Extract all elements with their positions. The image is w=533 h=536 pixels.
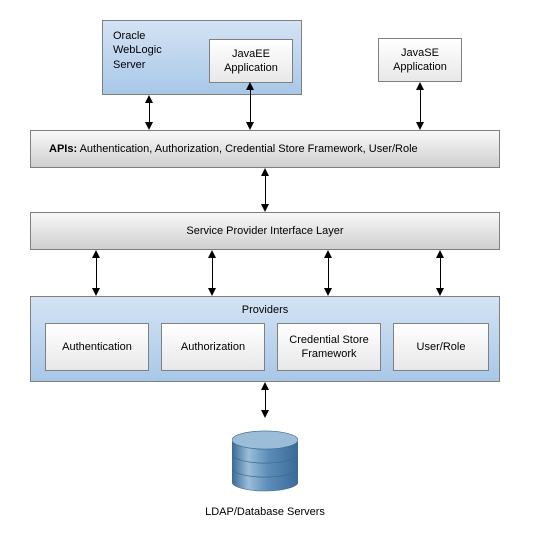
edge-6-head-up	[324, 250, 332, 258]
edge-6	[328, 256, 329, 290]
spi-bar: Service Provider Interface Layer	[30, 212, 500, 250]
edge-5	[212, 256, 213, 290]
apis-label: APIs: Authentication, Authorization, Cre…	[49, 143, 418, 155]
edge-8-head-up	[261, 382, 269, 390]
apis-prefix: APIs:	[49, 143, 77, 155]
edge-4	[96, 256, 97, 290]
edge-8	[265, 388, 266, 412]
edge-2-head-up	[416, 82, 424, 90]
edge-1-head-up	[246, 82, 254, 90]
edge-2-head-down	[416, 122, 424, 130]
providers-label: Providers	[31, 303, 499, 317]
javase-application-box: JavaSE Application	[378, 38, 462, 82]
provider-cred-box: Credential Store Framework	[277, 323, 381, 371]
weblogic-server-box: Oracle WebLogic Server JavaEE Application	[102, 20, 302, 95]
edge-5-head-up	[208, 250, 216, 258]
edge-3-head-up	[261, 168, 269, 176]
providers-box: Providers AuthenticationAuthorizationCred…	[30, 296, 500, 382]
edge-1-head-down	[246, 122, 254, 130]
edge-3-head-down	[261, 204, 269, 212]
spi-label: Service Provider Interface Layer	[186, 224, 343, 238]
edge-0-head-down	[145, 122, 153, 130]
edge-0-head-up	[145, 95, 153, 103]
edge-4-head-down	[92, 288, 100, 296]
edge-7	[440, 256, 441, 290]
provider-authz-box: Authorization	[161, 323, 265, 371]
edge-0	[149, 101, 150, 124]
edge-5-head-down	[208, 288, 216, 296]
provider-auth-box: Authentication	[45, 323, 149, 371]
apis-text-rest: Authentication, Authorization, Credentia…	[77, 143, 418, 155]
edge-7-head-down	[436, 288, 444, 296]
edge-1	[250, 88, 251, 124]
apis-bar: APIs: Authentication, Authorization, Cre…	[30, 130, 500, 168]
database-icon	[232, 420, 298, 500]
database-label: LDAP/Database Servers	[182, 506, 348, 518]
javaee-application-box: JavaEE Application	[209, 39, 293, 83]
provider-user-box: User/Role	[393, 323, 489, 371]
edge-7-head-up	[436, 250, 444, 258]
edge-6-head-down	[324, 288, 332, 296]
edge-2	[420, 88, 421, 124]
edge-8-head-down	[261, 410, 269, 418]
edge-3	[265, 174, 266, 206]
edge-4-head-up	[92, 250, 100, 258]
weblogic-server-label: Oracle WebLogic Server	[113, 29, 162, 72]
